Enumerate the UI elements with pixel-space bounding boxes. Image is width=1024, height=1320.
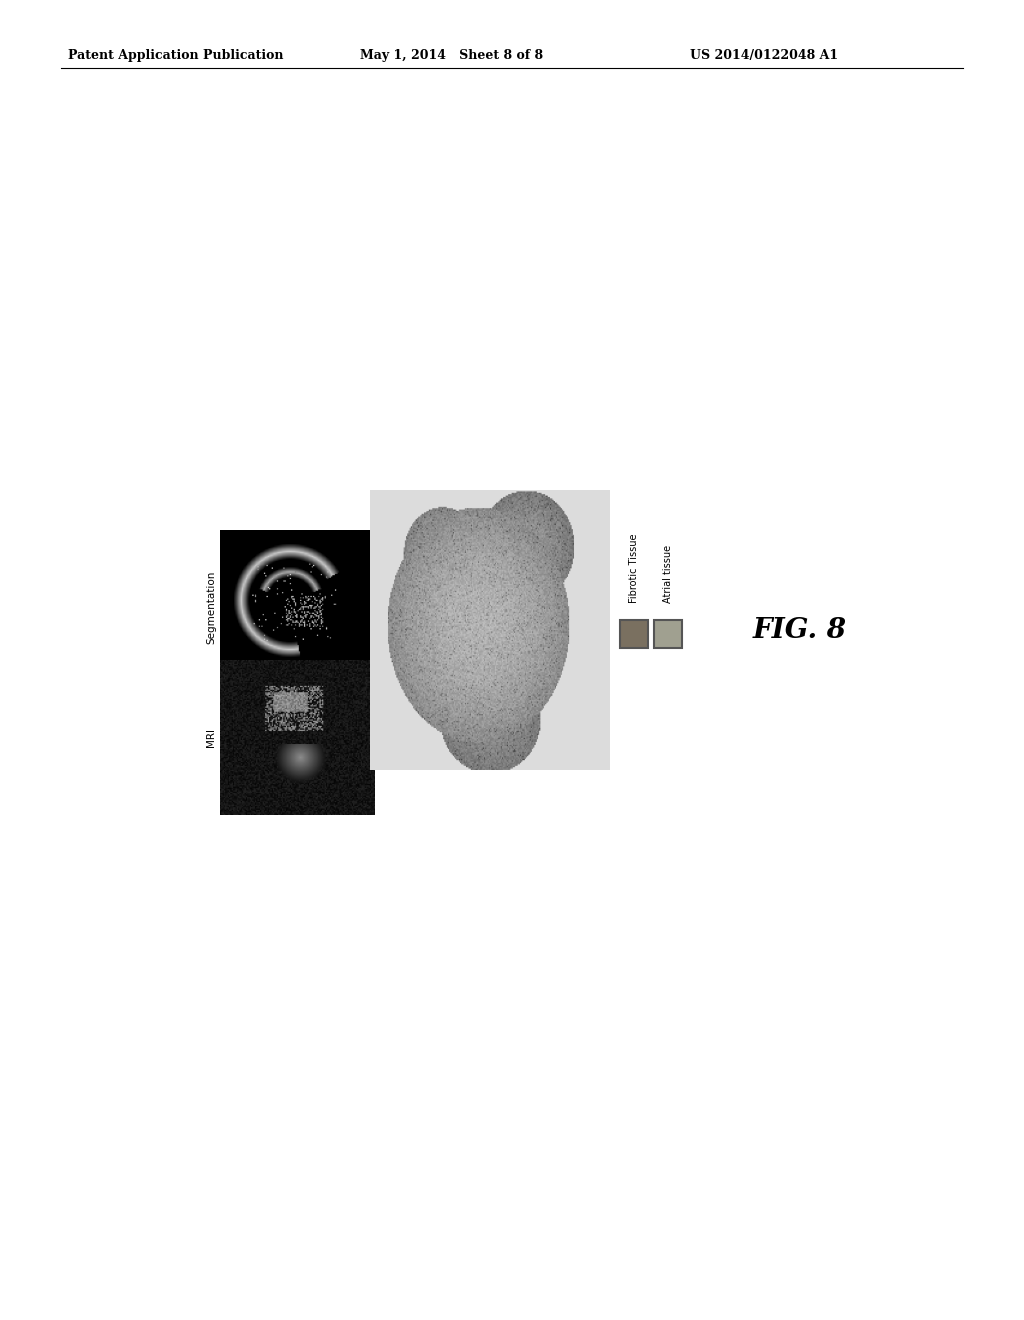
Bar [620, 620, 648, 648]
Text: Segmentation: Segmentation [206, 570, 216, 644]
Text: Patent Application Publication: Patent Application Publication [68, 49, 284, 62]
Text: US 2014/0122048 A1: US 2014/0122048 A1 [690, 49, 838, 62]
Text: May 1, 2014   Sheet 8 of 8: May 1, 2014 Sheet 8 of 8 [360, 49, 543, 62]
Text: FIG. 8: FIG. 8 [753, 616, 847, 644]
Bar [654, 620, 682, 648]
Text: MRI: MRI [206, 729, 216, 747]
Text: Fibrotic Tissue: Fibrotic Tissue [629, 533, 639, 603]
Text: Atrial tissue: Atrial tissue [663, 545, 673, 603]
